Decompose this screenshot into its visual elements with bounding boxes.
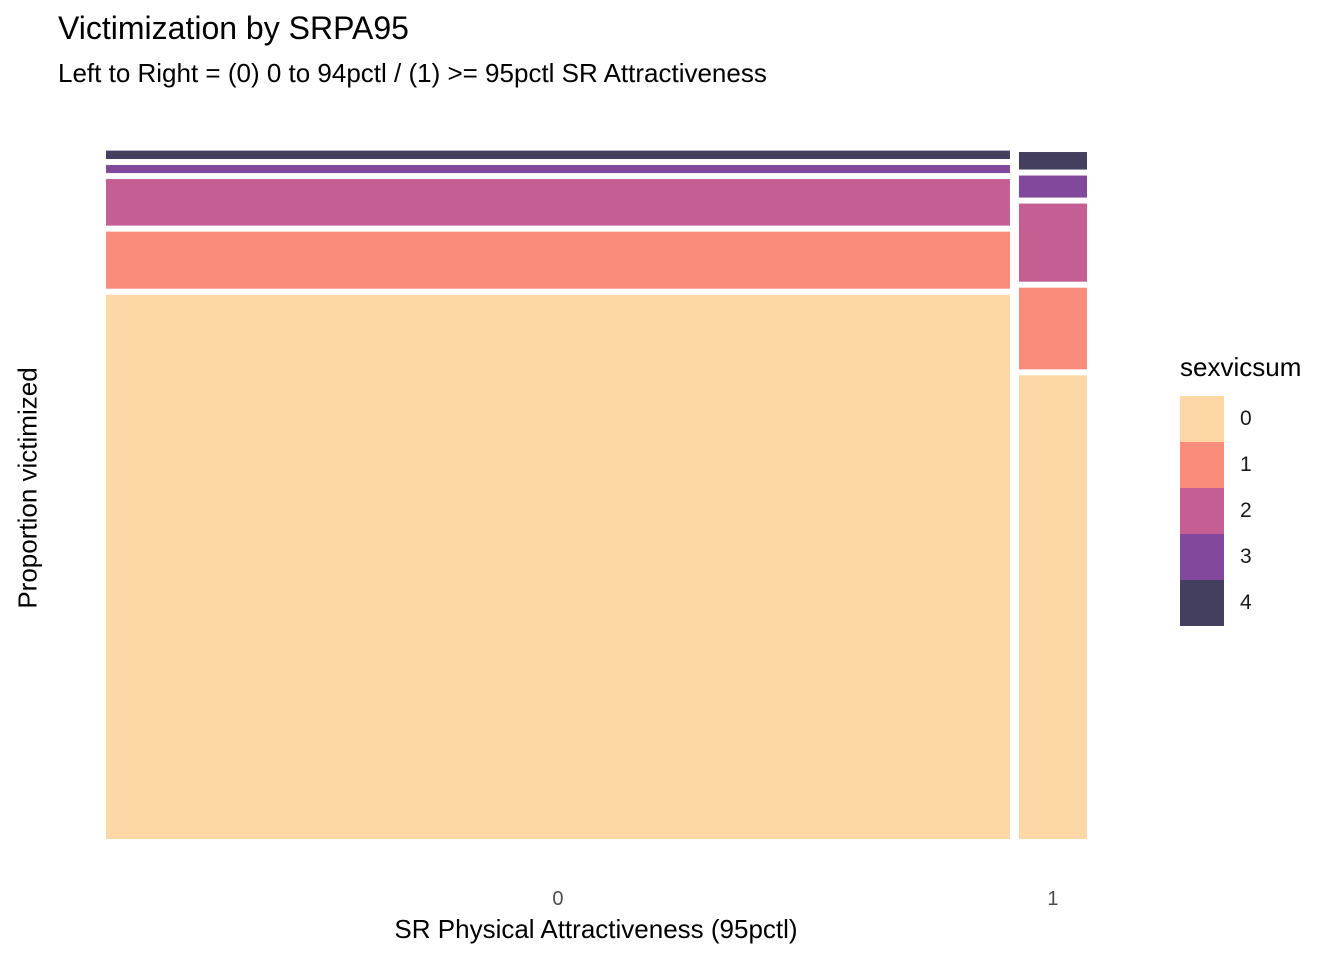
tile-1-level-1: [1018, 287, 1087, 370]
y-axis-label: Proportion victimized: [12, 367, 43, 609]
legend-label: 4: [1240, 591, 1252, 614]
tile-0-level-4: [106, 150, 1010, 160]
legend-swatch: [1180, 534, 1224, 580]
legend-label: 3: [1240, 545, 1252, 568]
legend-item: 4: [1180, 580, 1252, 626]
legend-item: 2: [1180, 488, 1252, 534]
chart-title: Victimization by SRPA95: [58, 10, 409, 46]
legend-label: 1: [1240, 453, 1252, 476]
legend-swatch: [1180, 488, 1224, 534]
tile-0-level-1: [106, 231, 1010, 289]
legend-item: 3: [1180, 534, 1252, 580]
tile-0-level-0: [106, 294, 1010, 840]
tile-0-level-2: [106, 179, 1010, 226]
legend-swatch: [1180, 580, 1224, 626]
tile-1-level-2: [1018, 203, 1087, 282]
x-tick-label: 1: [1047, 888, 1058, 910]
legend-label: 0: [1240, 407, 1252, 430]
x-tick-label: 0: [552, 888, 563, 910]
legend: 0 1 2 3 4: [1180, 396, 1252, 626]
legend-label: 2: [1240, 499, 1252, 522]
tile-1-level-3: [1018, 175, 1087, 198]
legend-swatch: [1180, 396, 1224, 442]
tile-0-level-3: [106, 165, 1010, 174]
legend-title: sexvicsum: [1180, 352, 1302, 382]
x-axis-label: SR Physical Attractiveness (95pctl): [394, 914, 798, 944]
legend-item: 1: [1180, 442, 1252, 488]
legend-swatch: [1180, 442, 1224, 488]
tile-1-level-0: [1018, 375, 1087, 839]
tile-1-level-4: [1018, 152, 1087, 170]
legend-item: 0: [1180, 396, 1252, 442]
chart-subtitle: Left to Right = (0) 0 to 94pctl / (1) >=…: [58, 58, 767, 88]
